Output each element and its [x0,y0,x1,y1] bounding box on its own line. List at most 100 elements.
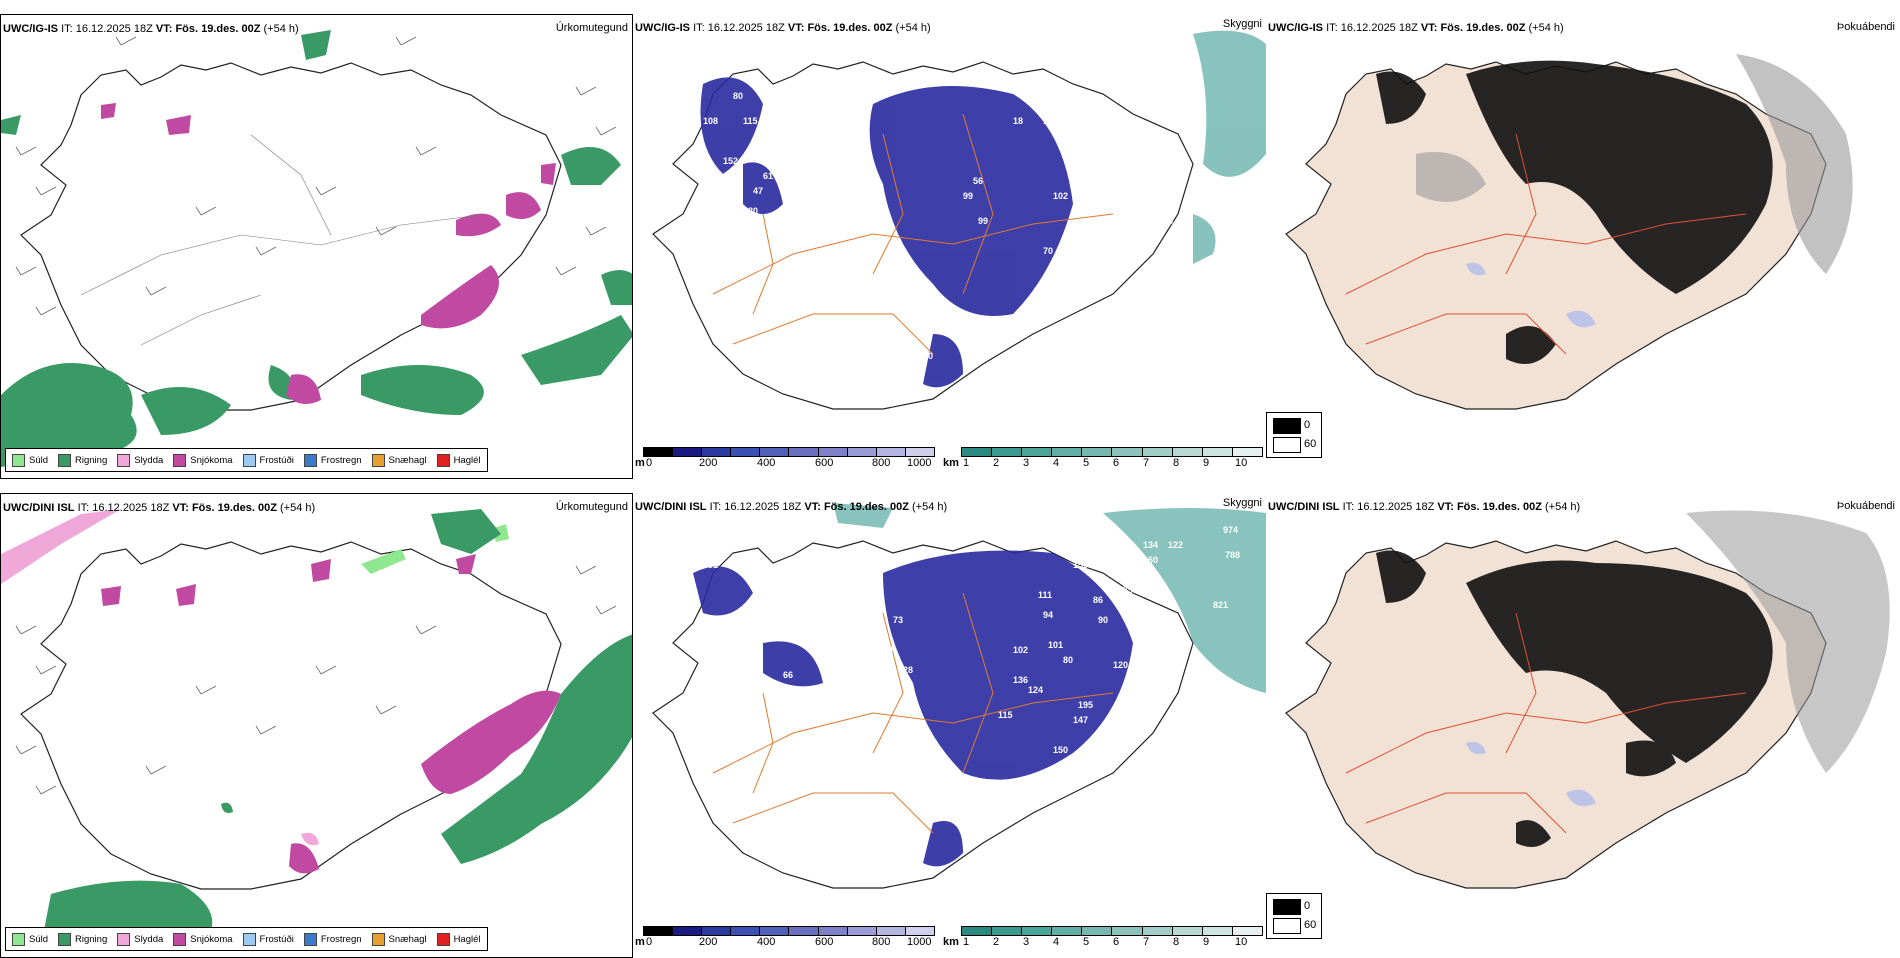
legend-item: Haglél [436,453,481,467]
cloud-number: 91 [708,560,718,570]
legend-swatch [303,932,317,946]
cloud-number: 61 [763,171,773,181]
cloud-number: 111 [1038,590,1052,600]
panel-header: UWC/IG-IS IT: 16.12.2025 18Z VT: Fös. 19… [3,23,299,35]
tick-label: 0 [646,936,653,948]
fog-legend-swatch [1273,437,1301,453]
height-colorbar: m 0 200 400 600 800 1000 [635,926,935,948]
legend-item: Frostregn [303,453,362,467]
fog-legend-label: 60 [1304,438,1317,450]
cloud-number: 35 [1068,336,1078,346]
tick-label: 3 [1023,457,1030,469]
cloud-number: 334 [1083,750,1098,760]
cloud-number: 66 [783,670,793,680]
tick-label: 4 [1053,936,1060,948]
snow-areas [101,554,561,874]
visibility-teal [833,503,1266,693]
cloud-number: 73 [1163,216,1173,226]
tick-label: 9 [1203,936,1210,948]
cloud-number: 88 [728,560,738,570]
cloud-number: 94 [1103,146,1113,156]
cloud-number-labels: 150 134 122 160 91 88 75 111 86 94 90 10… [708,525,1240,880]
legend-item: Frostúði [242,932,294,946]
tick-label: 1 [963,457,970,469]
lakes [1466,262,1596,328]
visibility-unit: km [943,457,959,469]
legend-swatch [117,453,131,467]
cloud-number: 49 [923,870,933,880]
cloud-number: 124 [1028,685,1043,695]
tick-label: 800 [872,936,891,948]
fog-panel-igis: UWC/IG-IS IT: 16.12.2025 18Z VT: Fös. 19… [1266,14,1899,479]
field-name: Þokuábendi [1836,500,1895,512]
cloud-number-labels: 195 125 80 102 18 120 115 99 94 152 108 … [703,86,1173,376]
tick-label: 200 [699,457,718,469]
cloud-number: 120 [1113,660,1128,670]
cloud-number: 70 [923,351,933,361]
precip-legend: Súld Rigning Slydda Snjókoma Frostúði Fr… [5,448,488,472]
fog-dark-areas [1376,60,1773,364]
cloud-number: 115 [743,116,758,126]
tick-label: 9 [1203,457,1210,469]
legend-swatch [242,932,256,946]
cloud-number: 134 [1143,540,1158,550]
precip-map [1,509,632,946]
legend-item: Rigning [58,932,107,946]
panel-header: UWC/IG-IS IT: 16.12.2025 18Z VT: Fös. 19… [635,22,931,34]
tick-label: 600 [815,457,834,469]
precip-map [1,30,632,467]
panel-header: UWC/IG-IS IT: 16.12.2025 18Z VT: Fös. 19… [1268,22,1564,34]
lakes [1466,741,1596,807]
tick-label: 5 [1083,457,1090,469]
tick-label: 8 [1173,457,1180,469]
cloud-number: 80 [733,91,743,101]
cloud-number: 195 [1078,700,1093,710]
cloud-number: 152 [723,156,738,166]
field-name: Úrkomutegund [555,501,628,513]
tick-label: 600 [815,936,834,948]
tick-label: 800 [872,457,891,469]
cloud-map: 195 125 80 102 18 120 115 99 94 152 108 … [652,30,1266,410]
cloud-number: 85 [1138,630,1148,640]
precip-legend: Súld Rigning Slydda Snjókoma Frostúði Fr… [5,927,488,951]
height-unit: m [635,457,645,469]
field-name: Þokuábendi [1836,21,1895,33]
tick-label: 400 [757,457,776,469]
tick-label: 7 [1143,457,1150,469]
panel-header: UWC/DINI ISL IT: 16.12.2025 18Z VT: Fös.… [1268,501,1581,513]
legend-swatch [117,932,131,946]
rain-areas [1,30,632,467]
tick-label: 10 [1235,457,1248,469]
cloud-number: 205 [1118,735,1133,745]
cloud-number: 150 [1073,560,1088,570]
iceland-outline [20,541,562,890]
tick-label: 6 [1113,457,1120,469]
tick-label: 6 [1113,936,1120,948]
wind-barbs [15,565,617,795]
roads [712,113,1114,355]
cloud-number: 101 [1048,640,1063,650]
cloud-number: 821 [1213,600,1228,610]
tick-label: 2 [993,936,1000,948]
legend-item: Frostregn [303,932,362,946]
legend-swatch [303,453,317,467]
fog-grey-areas [1686,510,1890,773]
tick-label: 400 [757,936,776,948]
field-name: Úrkomutegund [555,22,628,34]
cloud-number: 86 [1093,595,1103,605]
cloud-number: 125 [1133,101,1148,111]
cloud-number: 99 [963,191,973,201]
cloud-number: 114 [1123,186,1138,196]
cloud-number: 108 [703,116,718,126]
cloud-panel-igis: 195 125 80 102 18 120 115 99 94 152 108 … [633,14,1266,479]
field-name: Skyggni [1222,18,1262,30]
cloud-number: 180 [743,206,758,216]
tick-label: 3 [1023,936,1030,948]
tick-label: 1000 [907,936,932,948]
visibility-colorbar: km 1 2 3 4 5 6 7 8 9 10 [943,447,1263,469]
legend-swatch [436,453,450,467]
cloud-number: 122 [1168,540,1183,550]
cloud-number: 86 [1093,291,1103,301]
legend-item: Haglél [436,932,481,946]
legend-swatch [58,932,72,946]
